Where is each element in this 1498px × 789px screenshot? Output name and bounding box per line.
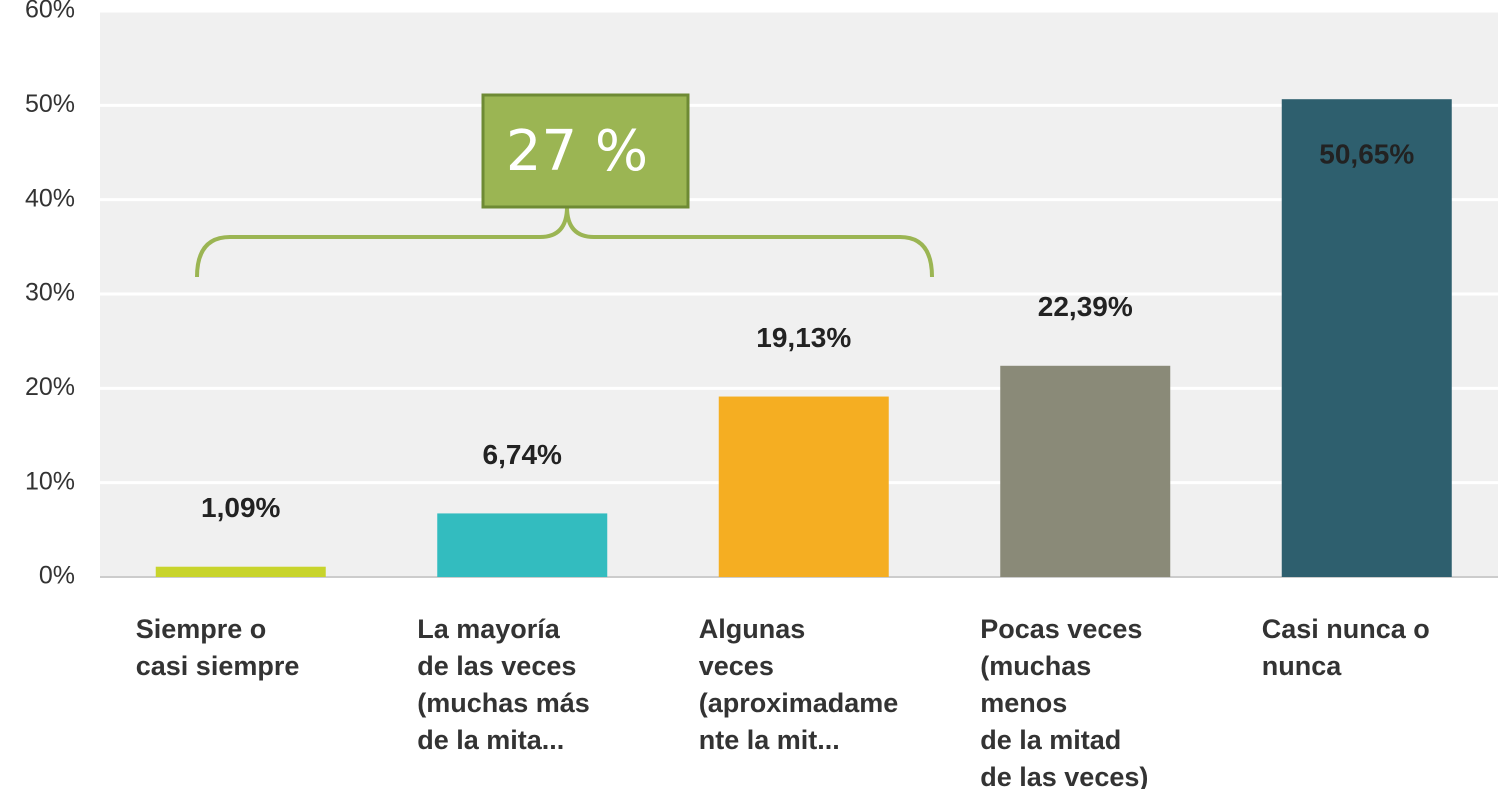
x-tick-label: Algunas veces (aproximadame nte la mit..…	[698, 614, 899, 755]
x-tick-label: Casi nunca o nunca	[1261, 614, 1430, 681]
x-tick-label: Pocas veces (muchas menos de la mitad de…	[980, 614, 1149, 789]
bar	[155, 566, 326, 577]
data-label: 22,39%	[1038, 291, 1133, 322]
x-tick-label: La mayoría de las veces (muchas más de l…	[417, 614, 590, 755]
annotation-box	[481, 93, 690, 209]
y-tick-label: 40%	[25, 184, 75, 212]
y-tick-label: 30%	[25, 279, 75, 307]
bar	[1000, 365, 1171, 577]
bar	[437, 513, 608, 577]
annotation: 27 %	[506, 119, 648, 184]
data-label: 6,74%	[483, 439, 562, 470]
y-tick-label: 0%	[39, 562, 75, 590]
data-label: 50,65%	[1319, 139, 1414, 170]
y-tick-label: 20%	[25, 373, 75, 401]
data-label: 19,13%	[756, 322, 851, 353]
data-label: 1,09%	[201, 492, 280, 523]
bar	[718, 396, 889, 577]
y-tick-label: 60%	[25, 0, 75, 24]
y-tick-label: 10%	[25, 467, 75, 495]
x-tick-label: Siempre o casi siempre	[135, 614, 300, 681]
y-tick-label: 50%	[25, 90, 75, 118]
bar	[1281, 99, 1452, 578]
